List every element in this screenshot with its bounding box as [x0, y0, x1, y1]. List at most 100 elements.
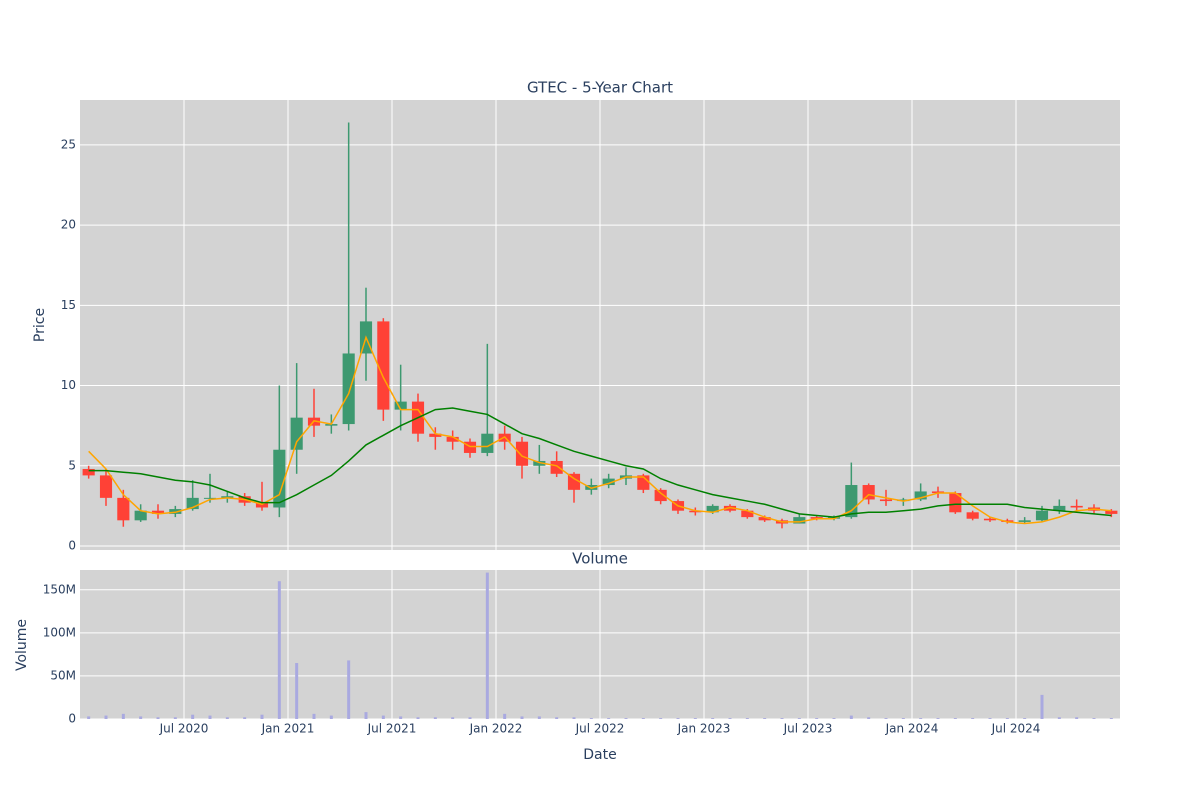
candle-body	[99, 475, 113, 498]
candle-body	[706, 505, 719, 513]
candle-body	[290, 417, 303, 450]
y-tick-label: 10	[61, 378, 76, 392]
candle-body	[689, 510, 702, 513]
volume-bar	[104, 715, 108, 719]
volume-bar	[693, 718, 697, 719]
volume-bar	[277, 581, 281, 719]
candle-body	[463, 441, 477, 453]
candle-body	[879, 499, 893, 502]
volume-title: Volume	[572, 550, 628, 568]
volume-bar	[849, 715, 853, 719]
volume-bar	[347, 660, 351, 719]
x-tick-label: Jul 2023	[783, 722, 833, 736]
candle-body	[845, 485, 858, 518]
volume-bar	[381, 715, 385, 719]
candle-body	[429, 433, 442, 437]
volume-bar	[520, 716, 524, 719]
volume-bar	[485, 572, 489, 719]
x-tick-label: Jul 2024	[991, 722, 1041, 736]
volume-bar	[1075, 717, 1079, 719]
volume-bar	[121, 713, 125, 719]
x-tick-label: Jul 2022	[575, 722, 625, 736]
candle-body	[983, 518, 997, 521]
volume-bar	[329, 715, 333, 719]
volume-bar	[572, 717, 576, 719]
y-tick-label: 0	[68, 712, 76, 726]
x-tick-label: Jul 2021	[367, 722, 417, 736]
volume-bar	[416, 717, 420, 719]
y-axis-label: Price	[32, 308, 48, 342]
volume-bar	[1057, 717, 1061, 719]
candle-body	[931, 491, 945, 494]
candle-body	[966, 512, 979, 519]
volume-bar	[624, 718, 628, 719]
candle-body	[203, 497, 217, 499]
candle-body	[186, 497, 199, 510]
volume-bar	[607, 718, 611, 719]
candle-body	[567, 473, 581, 490]
volume-bar	[312, 713, 316, 719]
y-tick-label: 25	[61, 137, 76, 151]
volume-bar	[260, 714, 264, 719]
volume-bar	[884, 718, 888, 719]
candle-body	[1105, 510, 1118, 514]
volume-bar	[711, 718, 715, 719]
volume-bar	[555, 717, 559, 719]
volume-bar	[676, 718, 680, 719]
candle-body	[325, 424, 338, 426]
y-tick-label: 150M	[43, 582, 76, 596]
y-tick-label: 100M	[43, 625, 76, 639]
volume-bar	[1040, 694, 1044, 719]
candle-body	[446, 436, 459, 442]
candle-body	[481, 433, 494, 453]
x-axis-label: Date	[583, 747, 616, 763]
volume-bar	[364, 712, 368, 719]
volume-bar	[87, 716, 91, 719]
candle-body	[394, 401, 407, 410]
candle-body	[949, 493, 962, 513]
y-tick-label: 50M	[50, 668, 76, 682]
volume-bar	[191, 714, 195, 719]
x-tick-label: Jul 2020	[159, 722, 209, 736]
candle-body	[169, 509, 182, 514]
candle-body	[117, 497, 130, 521]
chart-title: GTEC - 5-Year Chart	[527, 79, 673, 97]
x-tick-label: Jan 2023	[677, 722, 731, 736]
candle-body	[1053, 505, 1066, 511]
volume-bar	[589, 718, 593, 719]
candle-body	[1070, 505, 1083, 508]
volume-bar	[763, 718, 767, 719]
moving-average-line	[88, 335, 1112, 525]
candle-body	[793, 517, 806, 524]
volume-bar	[953, 718, 957, 719]
volume-bar	[399, 716, 403, 719]
y-tick-label: 15	[61, 298, 76, 312]
volume-bar	[173, 717, 177, 719]
volume-axis-label: Volume	[14, 619, 30, 671]
volume-bar	[745, 718, 749, 719]
candle-body	[82, 468, 95, 476]
candle-body	[134, 510, 147, 521]
candle-body	[1001, 520, 1014, 522]
candle-body	[255, 502, 269, 508]
volume-bar	[139, 716, 143, 719]
volume-bar	[832, 718, 836, 719]
y-tick-label: 5	[68, 458, 76, 472]
volume-bar	[797, 718, 801, 719]
volume-bar	[988, 718, 992, 719]
candle-body	[550, 460, 563, 474]
volume-bar	[225, 717, 229, 719]
volume-bar	[1023, 718, 1027, 719]
candle-body	[273, 449, 286, 508]
volume-bar	[433, 717, 437, 719]
y-tick-label: 0	[68, 538, 76, 552]
volume-bar	[867, 717, 871, 719]
volume-bar	[537, 716, 541, 719]
candle-body	[1018, 520, 1031, 522]
volume-bar	[1109, 718, 1113, 719]
volume-bar	[659, 718, 663, 719]
candle-body	[342, 353, 355, 425]
candle-body	[914, 491, 927, 500]
moving-average-line	[88, 407, 1112, 518]
volume-bar	[503, 713, 507, 719]
